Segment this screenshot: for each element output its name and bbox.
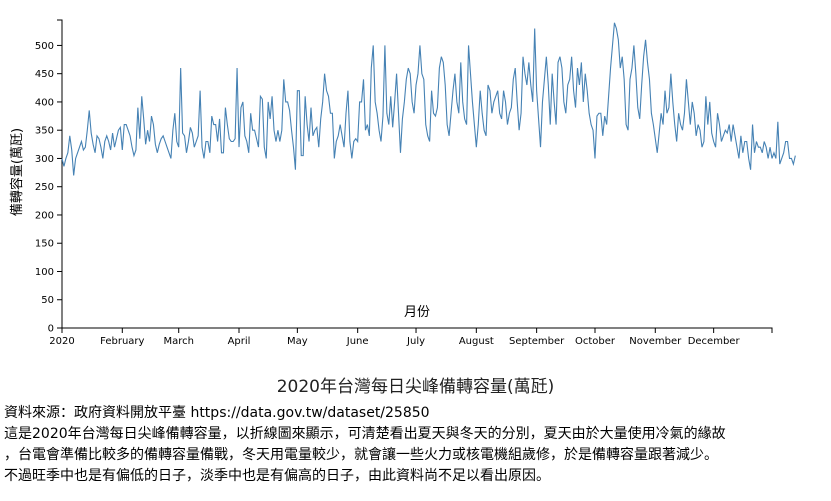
y-tick-label: 300	[35, 154, 54, 165]
y-tick-label: 250	[35, 182, 54, 193]
y-tick-label: 150	[35, 239, 54, 250]
y-tick-label: 400	[35, 97, 54, 108]
y-tick-label: 0	[48, 324, 54, 335]
x-tick-label: December	[688, 336, 741, 347]
y-axis-title: 備轉容量(萬瓩)	[9, 128, 25, 216]
y-tick-label: 500	[35, 41, 54, 52]
source-line: 資料來源：政府資料開放平臺 https://data.gov.tw/datase…	[4, 405, 430, 421]
x-tick-label: February	[100, 336, 144, 347]
x-tick-label: June	[346, 336, 369, 347]
x-axis: 2020 February March April May June July August S…	[49, 327, 773, 347]
x-tick-label: May	[287, 336, 308, 347]
description-line: ，台電會準備比較多的備轉容量備戰，冬天用電量較少，就會讓一些火力或核電機組歲修，…	[4, 447, 718, 463]
x-tick-label: September	[509, 336, 565, 347]
x-tick-label: November	[629, 336, 682, 347]
x-axis-title: 月份	[404, 305, 430, 320]
description-line: 這是2020年台灣每日尖峰備轉容量，以折線圖來顯示，可清楚看出夏天與冬天的分別，…	[4, 426, 726, 442]
description-line: 不過旺季中也是有偏低的日子，淡季中也是有偏高的日子，由此資料尚不足以看出原因。	[4, 468, 550, 484]
x-tick-label: April	[228, 336, 251, 347]
chart-title: 2020年台灣每日尖峰備轉容量(萬瓩)	[276, 377, 555, 397]
line-chart: 0 50 100 150 200 250 300 350 400 450 500 2020 Febru…	[9, 19, 796, 347]
x-tick-label: August	[459, 336, 494, 347]
y-axis: 0 50 100 150 200 250 300 350 400 450 500	[35, 19, 63, 335]
y-tick-label: 50	[41, 295, 54, 306]
x-axis-line	[61, 327, 773, 333]
y-tick-label: 100	[35, 267, 54, 278]
description: 資料來源：政府資料開放平臺 https://data.gov.tw/datase…	[4, 403, 830, 487]
x-tick-label: July	[406, 336, 425, 347]
y-tick-label: 450	[35, 69, 54, 80]
x-tick-label: October	[575, 336, 616, 347]
y-tick-label: 350	[35, 126, 54, 137]
y-axis-line	[57, 19, 63, 329]
y-tick-label: 200	[35, 210, 54, 221]
x-tick-label: 2020	[49, 336, 74, 347]
series-line	[61, 22, 796, 176]
x-tick-label: March	[163, 336, 193, 347]
